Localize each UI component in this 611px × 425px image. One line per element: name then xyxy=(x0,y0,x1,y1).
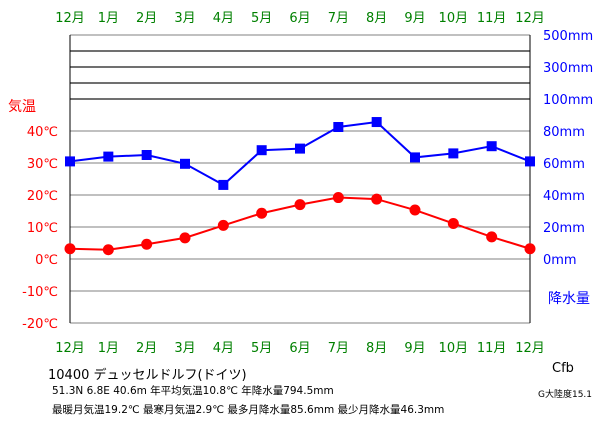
month-label-top: 7月 xyxy=(328,11,349,26)
month-label-top: 9月 xyxy=(404,11,425,26)
month-label-bottom: 7月 xyxy=(328,341,349,356)
left-axis-tick-label: 30℃ xyxy=(27,157,58,172)
month-label-top: 10月 xyxy=(439,11,469,26)
left-axis-title: 気温 xyxy=(8,99,36,115)
right-axis-extended-tick-label: 300mm xyxy=(543,61,593,76)
month-label-bottom: 2月 xyxy=(136,341,157,356)
right-axis-extended-tick-label: 500mm xyxy=(543,29,593,44)
right-axis-tick-label: 20mm xyxy=(543,221,585,236)
precipitation-point xyxy=(103,151,114,162)
temperature-point xyxy=(217,219,229,231)
month-label-top: 3月 xyxy=(174,11,195,26)
series-layer xyxy=(64,117,536,256)
station-stats-line2: 最暖月気温19.2℃ 最寒月気温2.9℃ 最多月降水量85.6mm 最少月降水量… xyxy=(52,404,445,416)
month-label-bottom: 1月 xyxy=(98,341,119,356)
month-label-top: 12月 xyxy=(55,11,85,26)
precipitation-point xyxy=(371,117,382,128)
precipitation-point xyxy=(448,148,459,159)
month-label-top: 1月 xyxy=(98,11,119,26)
precipitation-point xyxy=(410,152,420,163)
axis-layer xyxy=(69,35,531,323)
month-label-top: 4月 xyxy=(213,11,234,26)
temperature-point xyxy=(179,232,191,244)
month-label-bottom: 11月 xyxy=(477,341,507,356)
left-axis-tick-label: -10℃ xyxy=(22,285,58,300)
month-label-top: 11月 xyxy=(477,11,507,26)
precipitation-point xyxy=(218,179,229,190)
month-label-top: 8月 xyxy=(366,11,387,26)
month-label-top: 5月 xyxy=(251,11,272,26)
precipitation-point xyxy=(525,156,535,167)
month-label-top: 6月 xyxy=(289,11,310,26)
month-label-bottom: 12月 xyxy=(515,341,545,356)
left-axis-tick-label: 10℃ xyxy=(27,221,58,236)
temperature-point xyxy=(332,192,344,204)
month-label-bottom: 9月 xyxy=(404,341,425,356)
precipitation-point xyxy=(141,150,152,160)
month-label-bottom: 10月 xyxy=(439,341,469,356)
left-axis-tick-label: -20℃ xyxy=(22,317,58,332)
precipitation-point xyxy=(295,143,305,154)
right-axis-tick-label: 0mm xyxy=(543,253,577,268)
month-label-bottom: 3月 xyxy=(174,341,195,356)
temperature-point xyxy=(102,244,114,256)
month-label-bottom: 12月 xyxy=(55,341,85,356)
precipitation-point xyxy=(486,141,497,152)
month-label-top: 2月 xyxy=(136,11,157,26)
right-axis-tick-label: 40mm xyxy=(543,189,585,204)
left-axis-tick-label: 40℃ xyxy=(27,125,58,140)
temperature-point xyxy=(409,204,421,216)
temperature-point xyxy=(64,243,76,255)
right-axis-tick-label: 80mm xyxy=(543,125,585,140)
temperature-point xyxy=(524,243,536,255)
month-label-bottom: 8月 xyxy=(366,341,387,356)
koppen-climate-code: Cfb xyxy=(552,361,574,376)
grid-layer xyxy=(70,34,530,324)
temperature-point xyxy=(447,217,459,229)
precipitation-point xyxy=(333,122,344,132)
month-label-bottom: 6月 xyxy=(289,341,310,356)
left-axis-tick-label: 20℃ xyxy=(27,189,58,204)
left-axis-tick-label: 0℃ xyxy=(35,253,58,268)
right-axis-tick-label: 100mm xyxy=(543,93,593,108)
month-label-bottom: 5月 xyxy=(251,341,272,356)
temperature-point xyxy=(256,207,268,219)
station-name: 10400 デュッセルドルフ(ドイツ) xyxy=(48,368,247,383)
station-stats-line1: 51.3N 6.8E 40.6m 年平均気温10.8℃ 年降水量794.5mm xyxy=(52,385,334,397)
precipitation-point xyxy=(65,156,75,167)
right-axis-tick-label: 60mm xyxy=(543,157,585,172)
continentality-index: G大陸度15.1 xyxy=(538,390,593,400)
right-axis-title: 降水量 xyxy=(548,291,590,307)
precipitation-point xyxy=(256,145,267,156)
temperature-point xyxy=(294,199,306,211)
temperature-point xyxy=(141,238,153,250)
month-label-top: 12月 xyxy=(515,11,545,26)
month-label-bottom: 4月 xyxy=(213,341,234,356)
precipitation-point xyxy=(180,158,190,169)
temperature-point xyxy=(486,231,498,243)
temperature-point xyxy=(371,193,383,205)
label-layer: 気温 40℃ 30℃ 20℃ 10℃ 0℃ -10℃ -20℃ 100mm 80mm 60mm 40m… xyxy=(8,11,593,356)
